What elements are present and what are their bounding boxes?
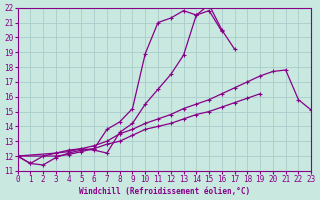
X-axis label: Windchill (Refroidissement éolien,°C): Windchill (Refroidissement éolien,°C) xyxy=(79,187,250,196)
